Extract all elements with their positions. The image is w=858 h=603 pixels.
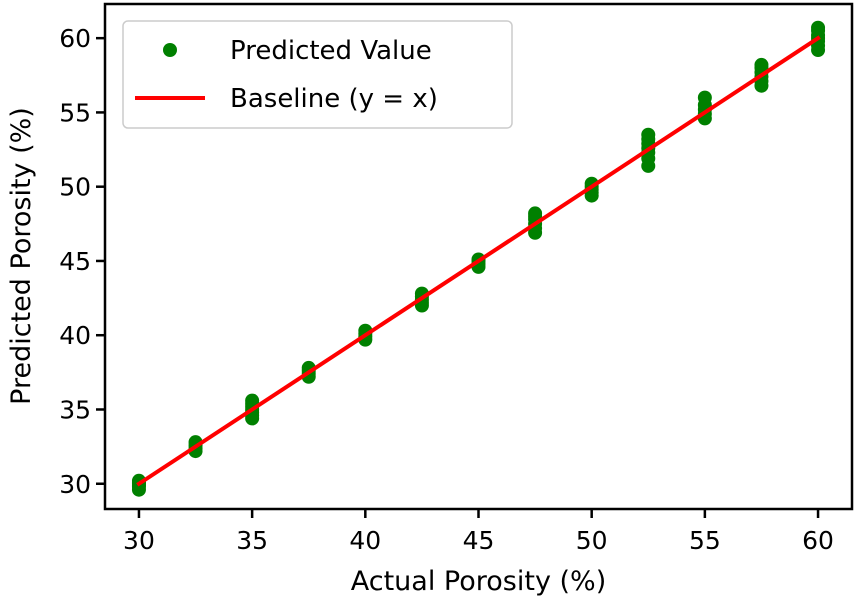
data-point bbox=[811, 20, 826, 35]
data-point bbox=[697, 90, 712, 105]
y-axis-label: Predicted Porosity (%) bbox=[6, 107, 37, 405]
y-tick-label: 50 bbox=[59, 173, 91, 202]
data-point bbox=[754, 57, 769, 72]
y-tick-label: 45 bbox=[59, 247, 91, 276]
x-tick-label: 60 bbox=[802, 526, 834, 555]
legend-label-predicted: Predicted Value bbox=[230, 36, 432, 66]
x-axis-label: Actual Porosity (%) bbox=[351, 566, 606, 597]
legend-label-baseline: Baseline (y = x) bbox=[230, 84, 438, 114]
legend-marker-predicted bbox=[163, 43, 177, 57]
legend: Predicted Value Baseline (y = x) bbox=[122, 20, 513, 129]
x-tick-label: 55 bbox=[689, 526, 721, 555]
data-point bbox=[641, 127, 656, 142]
lines-layer bbox=[136, 35, 821, 487]
y-tick-label: 55 bbox=[59, 98, 91, 127]
y-tick-label: 35 bbox=[59, 395, 91, 424]
baseline-line bbox=[136, 35, 821, 487]
y-tick-label: 40 bbox=[59, 321, 91, 350]
x-tick-label: 45 bbox=[463, 526, 495, 555]
x-tick-label: 40 bbox=[349, 526, 381, 555]
y-axis-ticks: 30 35 40 45 50 55 60 bbox=[59, 24, 105, 499]
data-point bbox=[131, 473, 146, 488]
x-axis-ticks: 30 35 40 45 50 55 60 bbox=[123, 509, 834, 555]
y-tick-label: 30 bbox=[59, 470, 91, 499]
x-tick-label: 50 bbox=[576, 526, 608, 555]
data-point bbox=[245, 393, 260, 408]
points-layer bbox=[131, 20, 826, 497]
x-tick-label: 30 bbox=[123, 526, 155, 555]
legend-box bbox=[122, 20, 513, 129]
y-tick-label: 60 bbox=[59, 24, 91, 53]
data-point bbox=[528, 206, 543, 221]
x-tick-label: 35 bbox=[236, 526, 268, 555]
